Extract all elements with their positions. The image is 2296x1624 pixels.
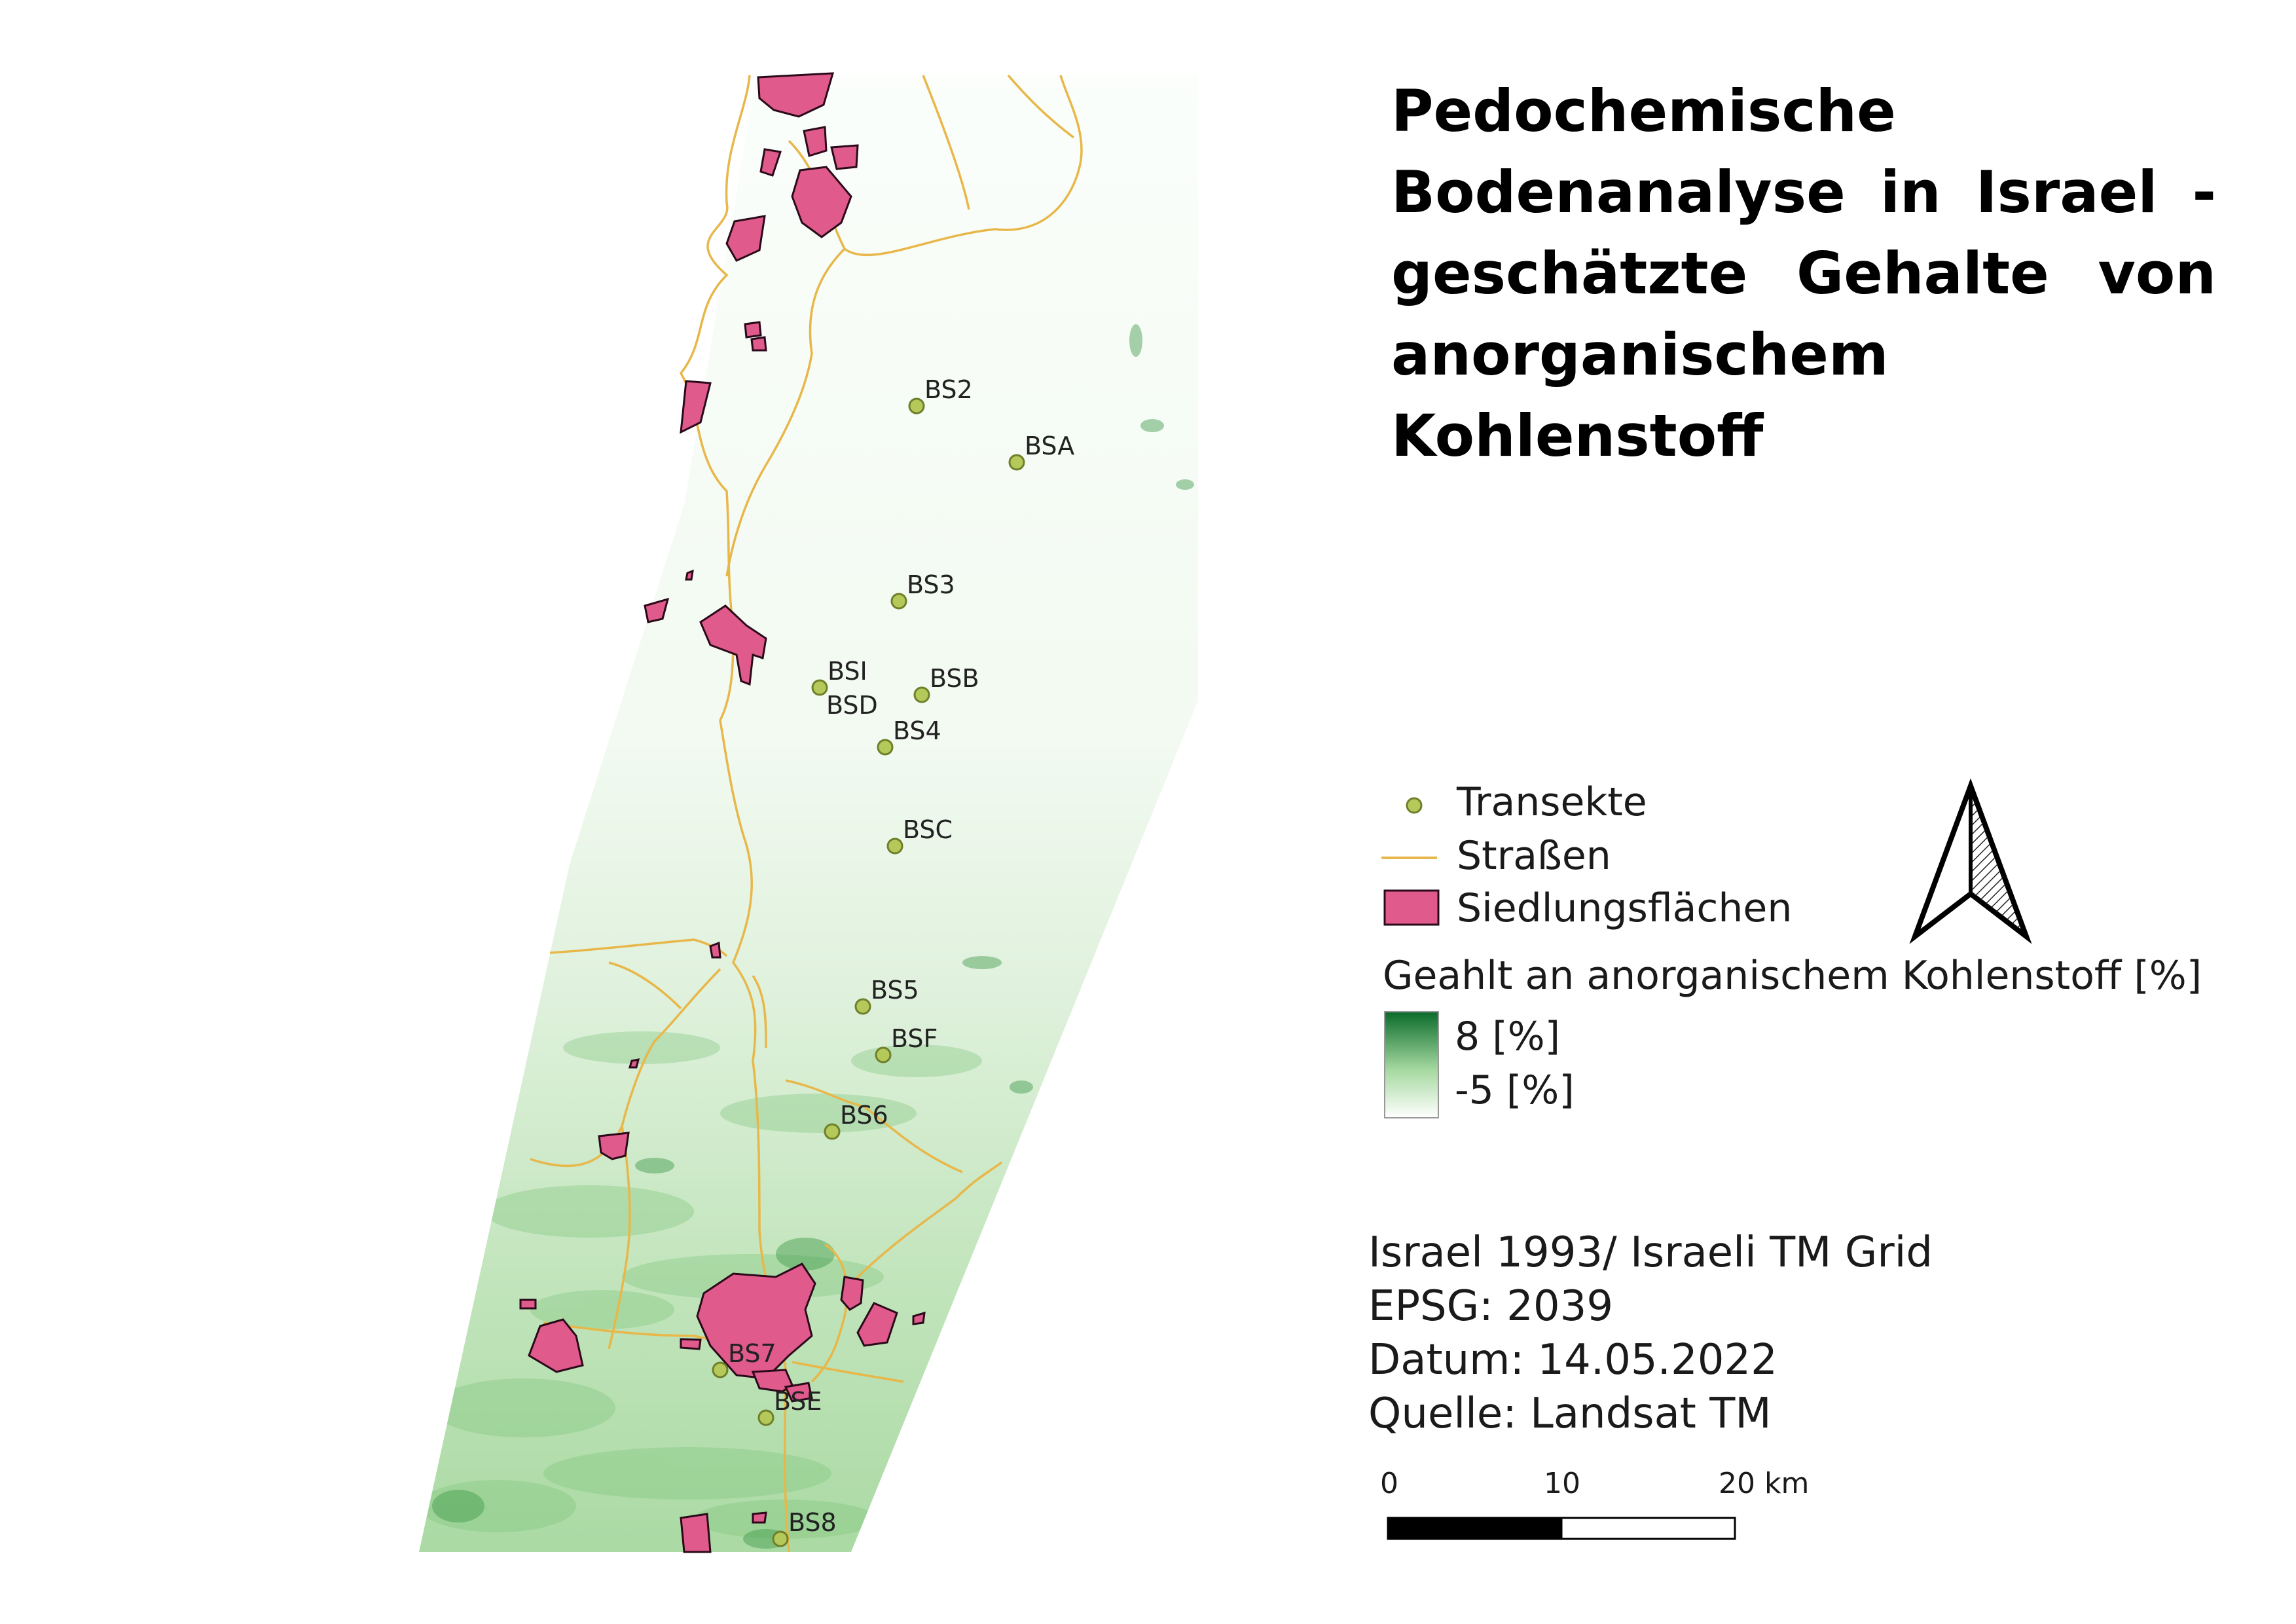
scale-tick-20: 20 km <box>1719 1467 1810 1500</box>
scale-tick-0: 0 <box>1380 1467 1398 1500</box>
scale-bar <box>1387 1517 1736 1540</box>
transect-label: BSB <box>930 664 979 693</box>
transect-label: BS8 <box>788 1508 837 1537</box>
transect-label: BS7 <box>728 1339 776 1368</box>
transect-point <box>886 838 903 855</box>
legend-raster-max: 8 [%] <box>1455 1014 1561 1060</box>
transect-label: BS6 <box>840 1101 888 1130</box>
transect-label: BSC <box>903 815 953 844</box>
legend-settlements-label: Siedlungsflächen <box>1457 885 1793 931</box>
scale-tick-10: 10 <box>1544 1467 1580 1500</box>
transect-point <box>913 686 930 703</box>
date-text: Datum: 14.05.2022 <box>1368 1336 1777 1384</box>
crs-text: Israel 1993/ Israeli TM Grid <box>1368 1228 1933 1277</box>
transect-point <box>890 593 907 610</box>
transect-label: BS5 <box>871 976 919 1005</box>
map-info: Israel 1993/ Israeli TM Grid EPSG: 2039 … <box>1368 1226 1933 1441</box>
transect-point <box>877 739 894 756</box>
road-network <box>530 74 1083 1553</box>
legend-raster-title: Geahlt an anorganischem Kohlenstoff [%] <box>1383 953 2202 999</box>
transect-label: BSA <box>1025 432 1074 460</box>
transect-label: BSF <box>891 1024 938 1053</box>
transect-point <box>772 1530 789 1547</box>
transect-points: BS2 BSA BS3 BSI BSD BSB BS4 BSC BS5 BSF BS6 BS7 BSE B… <box>712 375 1074 1547</box>
carbon-raster <box>419 75 1198 1552</box>
epsg-text: EPSG: 2039 <box>1368 1282 1614 1331</box>
transect-label: BS3 <box>907 570 955 599</box>
legend-raster-ramp <box>1384 1011 1439 1118</box>
transect-point <box>824 1123 841 1140</box>
transect-point <box>712 1361 729 1378</box>
transect-point <box>854 998 871 1015</box>
transect-label: BSE <box>774 1387 822 1416</box>
transect-point <box>875 1046 892 1063</box>
transect-point <box>757 1409 774 1426</box>
legend-transects-label: Transekte <box>1457 779 1647 825</box>
legend-settlement-symbol <box>1383 889 1440 926</box>
legend-roads-label: Straßen <box>1457 833 1611 879</box>
transect-point <box>908 397 925 415</box>
transect-label: BSI <box>828 657 867 686</box>
settlement-areas <box>519 72 926 1553</box>
map-title: Pedochemische Bodenanalyse in Israel - g… <box>1391 77 2216 470</box>
transect-label: BS2 <box>924 375 973 404</box>
source-text: Quelle: Landsat TM <box>1368 1390 1772 1438</box>
north-arrow-icon <box>1909 778 2032 944</box>
transect-label: BS4 <box>893 716 941 745</box>
transect-label: BSD <box>826 691 878 720</box>
transect-point <box>811 679 828 696</box>
transect-point <box>1008 454 1025 471</box>
legend-raster-min: -5 [%] <box>1455 1067 1575 1113</box>
legend-transect-symbol <box>1406 797 1423 814</box>
